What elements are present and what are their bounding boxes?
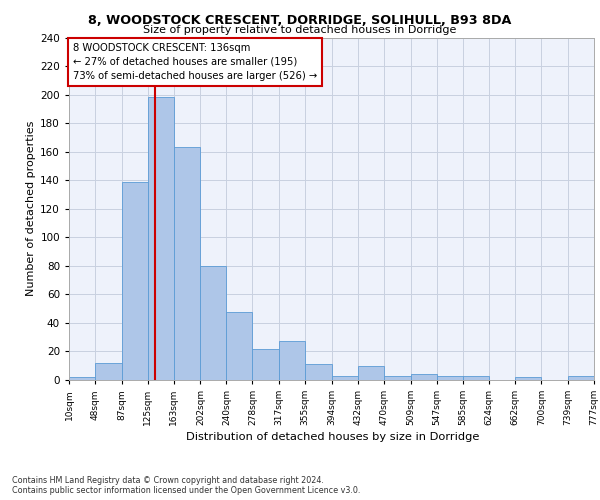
Text: Size of property relative to detached houses in Dorridge: Size of property relative to detached ho… bbox=[143, 25, 457, 35]
Bar bbox=[384, 376, 410, 380]
Bar bbox=[410, 374, 437, 380]
Bar bbox=[95, 363, 122, 380]
Bar bbox=[463, 376, 489, 380]
Bar bbox=[305, 364, 332, 380]
Y-axis label: Number of detached properties: Number of detached properties bbox=[26, 121, 36, 296]
Text: 8 WOODSTOCK CRESCENT: 136sqm
← 27% of detached houses are smaller (195)
73% of s: 8 WOODSTOCK CRESCENT: 136sqm ← 27% of de… bbox=[73, 42, 317, 80]
Bar bbox=[148, 98, 174, 380]
Bar bbox=[332, 376, 358, 380]
Bar bbox=[358, 366, 384, 380]
Bar bbox=[568, 376, 594, 380]
Text: 8, WOODSTOCK CRESCENT, DORRIDGE, SOLIHULL, B93 8DA: 8, WOODSTOCK CRESCENT, DORRIDGE, SOLIHUL… bbox=[88, 14, 512, 27]
Bar bbox=[279, 342, 305, 380]
Bar bbox=[69, 377, 95, 380]
Text: Distribution of detached houses by size in Dorridge: Distribution of detached houses by size … bbox=[187, 432, 479, 442]
Text: Contains HM Land Registry data © Crown copyright and database right 2024.
Contai: Contains HM Land Registry data © Crown c… bbox=[12, 476, 361, 495]
Bar bbox=[226, 312, 253, 380]
Bar bbox=[253, 348, 279, 380]
Bar bbox=[515, 377, 541, 380]
Bar bbox=[174, 148, 200, 380]
Bar bbox=[200, 266, 226, 380]
Bar bbox=[437, 376, 463, 380]
Bar bbox=[122, 182, 148, 380]
